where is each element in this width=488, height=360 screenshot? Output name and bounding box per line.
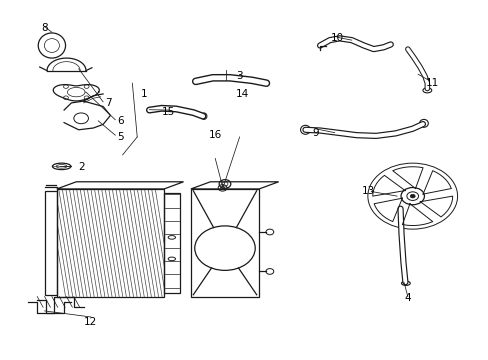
Text: 14: 14: [235, 89, 248, 99]
Text: 10: 10: [330, 33, 343, 43]
Text: 11: 11: [425, 78, 438, 88]
Text: 3: 3: [236, 71, 243, 81]
Text: 7: 7: [104, 98, 111, 108]
Text: 2: 2: [78, 162, 84, 172]
Text: 1: 1: [141, 89, 147, 99]
Text: 16: 16: [208, 130, 222, 140]
Circle shape: [409, 194, 414, 198]
Text: 5: 5: [117, 132, 123, 142]
Bar: [44, 191, 57, 295]
Text: 6: 6: [117, 116, 123, 126]
Bar: [163, 193, 179, 293]
Text: 13: 13: [362, 186, 375, 196]
Text: 8: 8: [41, 23, 48, 33]
Text: 12: 12: [84, 317, 97, 327]
Text: 15: 15: [162, 107, 175, 117]
Text: 9: 9: [311, 129, 318, 138]
Text: 4: 4: [404, 293, 410, 303]
